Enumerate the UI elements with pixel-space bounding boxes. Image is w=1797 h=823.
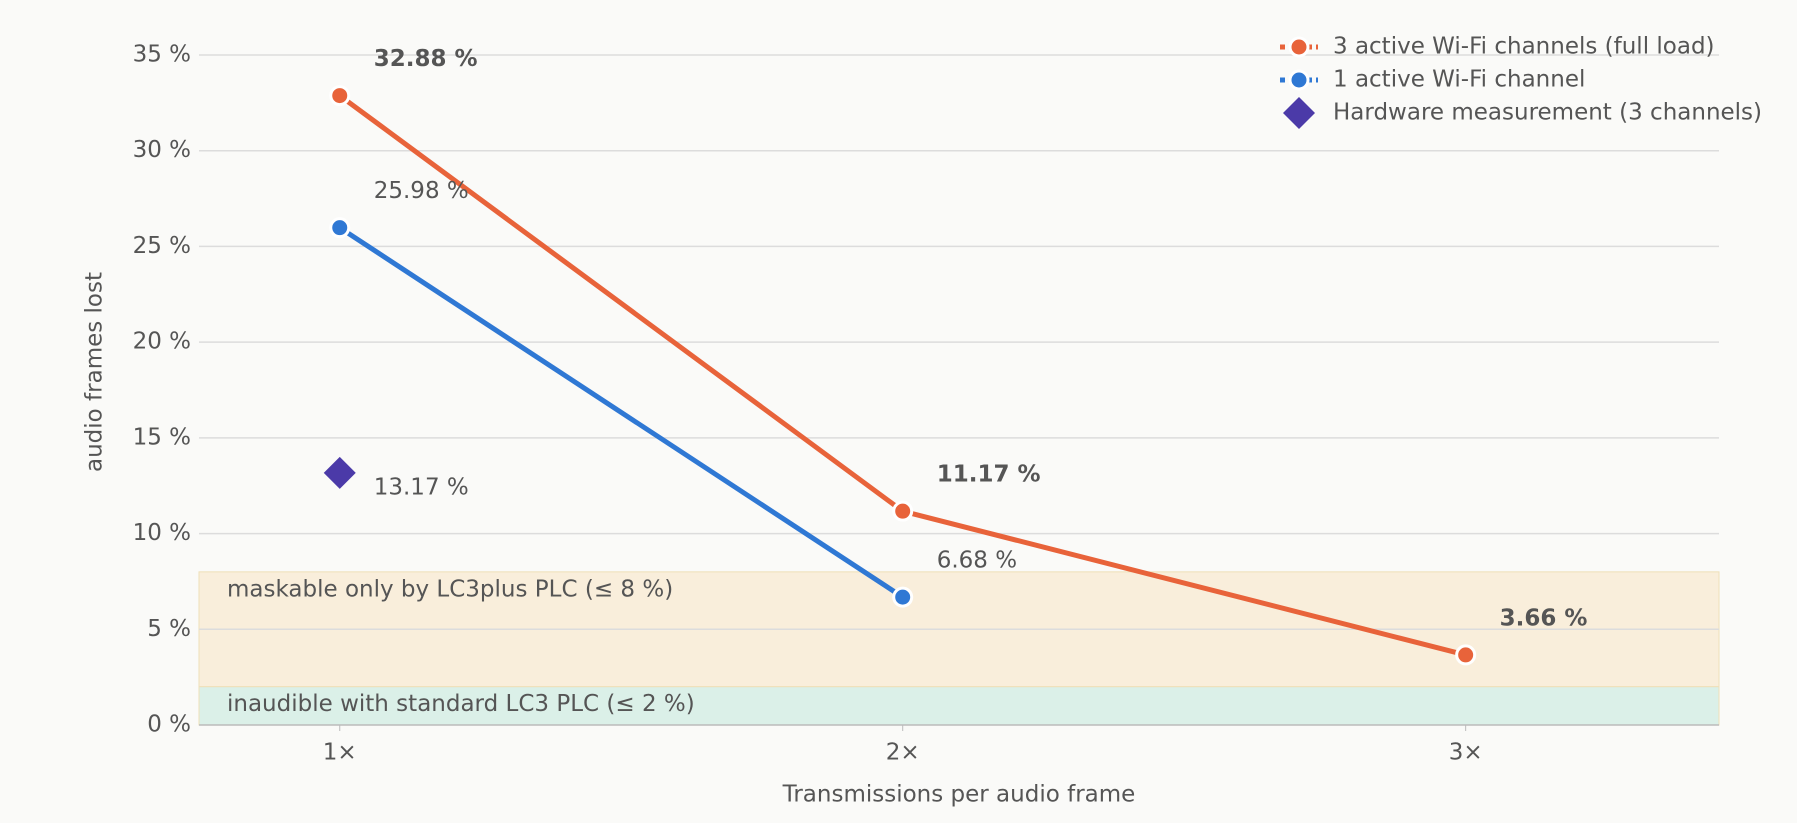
value-label: 13.17 % — [374, 474, 469, 500]
value-label: 25.98 % — [374, 178, 469, 204]
y-tick-label: 0 % — [147, 712, 191, 738]
y-tick-label: 25 % — [133, 233, 191, 259]
legend-label: Hardware measurement (3 channels) — [1333, 100, 1762, 126]
data-point — [892, 586, 914, 608]
y-tick-label: 35 % — [133, 42, 191, 68]
legend-marker — [1288, 69, 1310, 91]
band-label: maskable only by LC3plus PLC (≤ 8 %) — [227, 576, 673, 602]
legend-label: 1 active Wi-Fi channel — [1333, 67, 1585, 93]
y-tick-label: 20 % — [133, 329, 191, 355]
band-label: inaudible with standard LC3 PLC (≤ 2 %) — [227, 691, 695, 717]
legend-label: 3 active Wi-Fi channels (full load) — [1333, 34, 1715, 60]
y-tick-label: 5 % — [147, 616, 191, 642]
y-axis-label: audio frames lost — [82, 272, 108, 472]
x-tick-label: 2× — [886, 740, 920, 766]
x-axis-label: Transmissions per audio frame — [782, 782, 1136, 808]
band — [198, 686, 1720, 726]
y-tick-label: 15 % — [133, 424, 191, 450]
legend-marker — [1283, 97, 1315, 129]
data-point — [892, 500, 914, 522]
data-point — [1455, 644, 1477, 666]
data-point — [329, 85, 351, 107]
value-label: 32.88 % — [374, 46, 478, 72]
value-label: 11.17 % — [937, 462, 1041, 488]
series-line — [338, 225, 905, 600]
x-tick-label: 3× — [1449, 740, 1483, 766]
data-point — [323, 456, 356, 489]
data-point — [329, 217, 351, 239]
y-tick-label: 30 % — [133, 137, 191, 163]
x-tick-label: 1× — [323, 740, 357, 766]
value-label: 6.68 % — [937, 548, 1017, 574]
y-tick-label: 10 % — [133, 520, 191, 546]
value-label: 3.66 % — [1500, 605, 1588, 631]
legend-marker — [1288, 36, 1310, 58]
